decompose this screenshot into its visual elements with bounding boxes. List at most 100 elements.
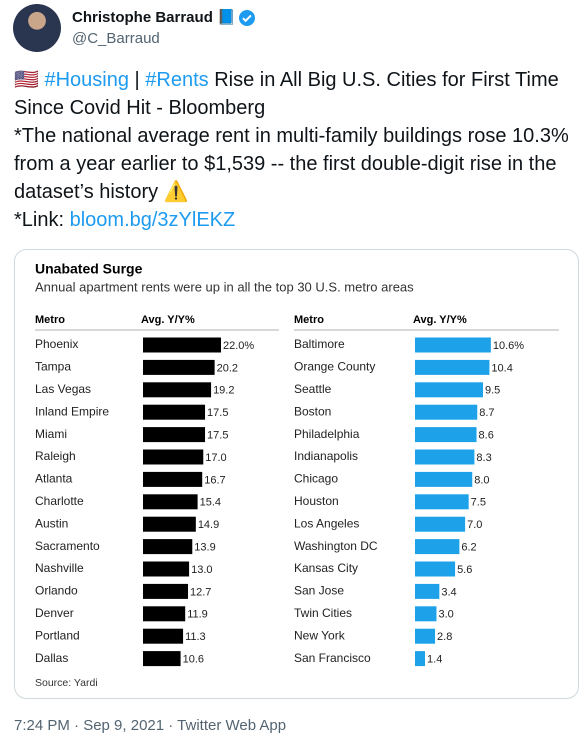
value-label: 19.2: [213, 385, 234, 397]
bar: [415, 494, 469, 510]
paragraph: 🇺🇸 #Housing | #Rents Rise in All Big U.S…: [14, 66, 580, 122]
category-label: Denver: [35, 606, 74, 620]
paragraph: *The national average rent in multi-fami…: [14, 122, 580, 206]
category-label: Atlanta: [35, 472, 73, 486]
value-label: 13.0: [191, 564, 212, 576]
value-label: 11.9: [187, 609, 208, 621]
column-header: Metro: [35, 314, 65, 326]
category-label: Philadelphia: [294, 427, 360, 441]
verified-badge: [239, 10, 255, 26]
text: |: [128, 69, 146, 91]
bar: [415, 628, 436, 644]
chart-card: Unabated Surge Annual apartment rents we…: [14, 249, 579, 699]
text: *The national average rent in multi-fami…: [14, 125, 575, 203]
value-label: 11.3: [185, 631, 206, 643]
link[interactable]: bloom.bg/3zYlEKZ: [69, 209, 236, 231]
bar: [143, 606, 186, 622]
category-label: Baltimore: [294, 337, 345, 351]
category-label: Charlotte: [35, 494, 84, 508]
avatar[interactable]: [13, 4, 61, 52]
column-header: Avg. Y/Y%: [141, 314, 195, 326]
column-header: Metro: [294, 314, 324, 326]
category-label: San Francisco: [294, 651, 371, 665]
category-label: Kansas City: [294, 561, 358, 575]
category-label: San Jose: [294, 584, 344, 598]
category-label: Chicago: [294, 472, 338, 486]
category-label: Tampa: [35, 360, 71, 374]
category-label: Raleigh: [35, 449, 76, 463]
bar: [143, 494, 198, 510]
value-label: 9.5: [485, 385, 500, 397]
value-label: 22.0%: [223, 340, 254, 352]
value-label: 8.3: [476, 452, 491, 464]
column-header: Avg. Y/Y%: [413, 314, 467, 326]
bar: [143, 449, 204, 465]
text: Rise in All Big U.S. Cities for First Ti…: [14, 69, 565, 119]
tweet-text: 🇺🇸 #Housing | #Rents Rise in All Big U.S…: [14, 66, 580, 234]
value-label: 20.2: [217, 362, 238, 374]
bar: [143, 427, 206, 443]
bar: [415, 539, 460, 555]
timestamp: 7:24 PM · Sep 9, 2021 · Twitter Web App: [14, 717, 287, 734]
flag: 🇺🇸: [14, 69, 45, 91]
value-label: 14.9: [198, 519, 219, 531]
chart-subtitle: Annual apartment rents were up in all th…: [35, 279, 414, 294]
value-label: 10.6%: [493, 340, 524, 352]
chart-title: Unabated Surge: [35, 261, 143, 277]
category-label: Inland Empire: [35, 404, 109, 418]
category-label: Washington DC: [294, 539, 378, 553]
value-label: 3.4: [441, 586, 456, 598]
bar: [415, 427, 477, 443]
category-label: Austin: [35, 516, 68, 530]
value-label: 3.0: [438, 609, 453, 621]
author-handle[interactable]: @C_Barraud: [72, 30, 160, 47]
bar: [415, 471, 473, 487]
value-label: 17.0: [205, 452, 226, 464]
bar: [143, 382, 212, 398]
value-label: 12.7: [190, 586, 211, 598]
value-label: 17.5: [207, 407, 228, 419]
bar: [143, 561, 190, 577]
category-label: Los Angeles: [294, 516, 359, 530]
bar: [415, 449, 475, 465]
category-label: Houston: [294, 494, 339, 508]
bar: [415, 359, 490, 375]
category-label: Orlando: [35, 584, 78, 598]
bar: [143, 628, 184, 644]
bar: [143, 651, 181, 667]
bar: [143, 337, 221, 353]
hashtag[interactable]: #Housing: [44, 69, 129, 91]
category-label: New York: [294, 628, 346, 642]
category-label: Phoenix: [35, 337, 78, 351]
category-label: Indianapolis: [294, 449, 358, 463]
bar: [415, 561, 456, 577]
value-label: 10.4: [491, 362, 512, 374]
category-label: Boston: [294, 404, 331, 418]
category-label: Portland: [35, 628, 80, 642]
value-label: 17.5: [207, 430, 228, 442]
bar: [143, 471, 203, 487]
bar: [143, 516, 196, 532]
bar: [415, 516, 466, 532]
category-label: Miami: [35, 427, 67, 441]
bar: [415, 404, 478, 420]
bar: [143, 539, 193, 555]
chart-source: Source: Yardi: [35, 677, 98, 689]
author-name[interactable]: Christophe Barraud 📘: [72, 9, 236, 26]
bar: [143, 359, 215, 375]
category-label: Orange County: [294, 360, 375, 374]
category-label: Dallas: [35, 651, 68, 665]
bar: [415, 337, 491, 353]
hashtag[interactable]: #Rents: [145, 69, 209, 91]
value-label: 8.6: [479, 430, 494, 442]
value-label: 7.5: [471, 497, 486, 509]
category-label: Las Vegas: [35, 382, 91, 396]
value-label: 7.0: [467, 519, 482, 531]
value-label: 2.8: [437, 631, 452, 643]
value-label: 1.4: [427, 654, 442, 666]
bar: [415, 606, 437, 622]
value-label: 10.6: [183, 654, 204, 666]
category-label: Nashville: [35, 561, 84, 575]
value-label: 8.7: [479, 407, 494, 419]
